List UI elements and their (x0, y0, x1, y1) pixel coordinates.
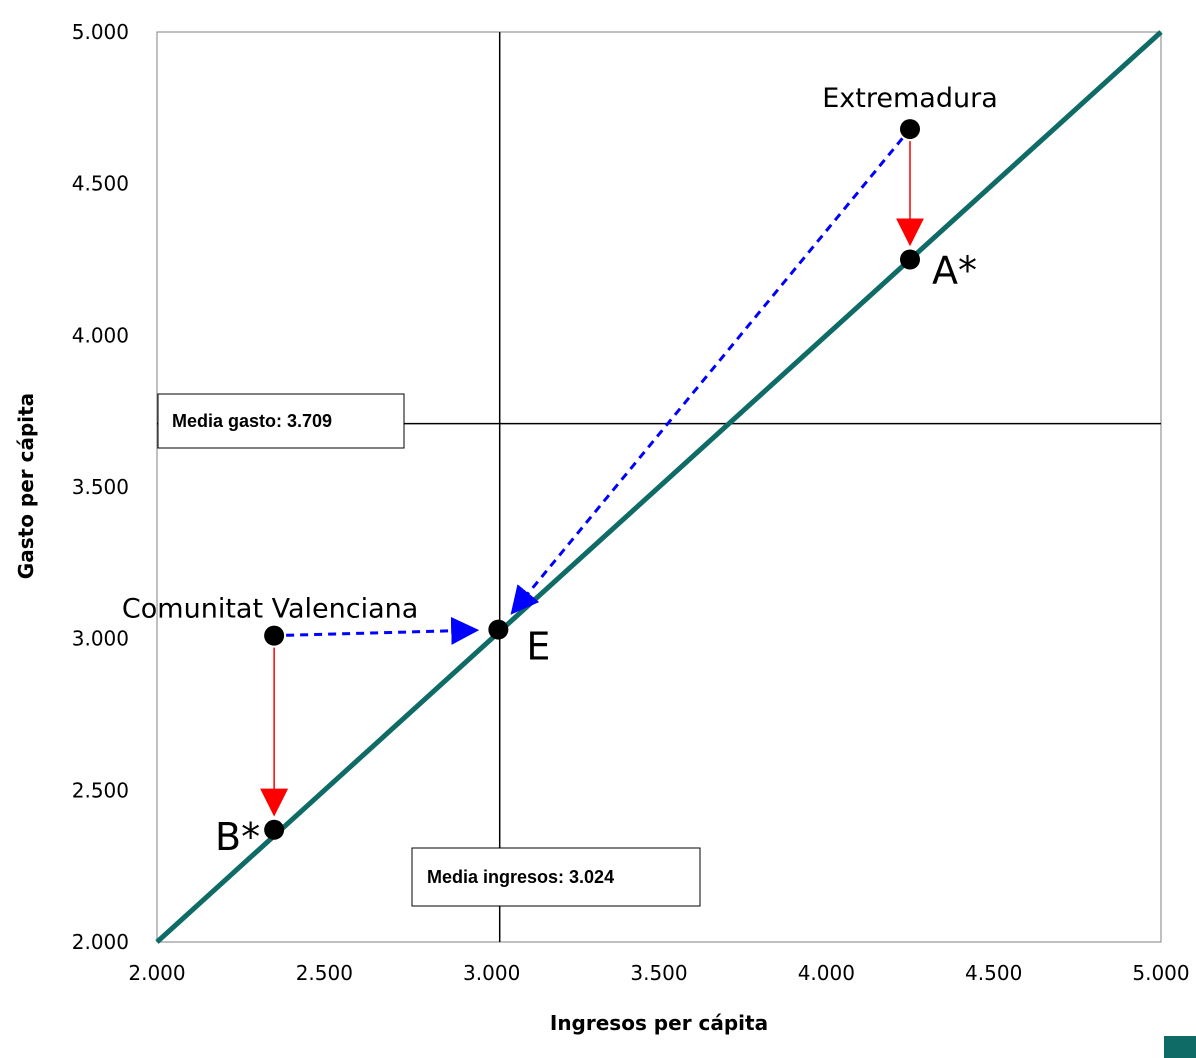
y-tick-label: 2.000 (72, 930, 129, 954)
point-layer: Extremadura A* E Comunitat Valenciana B* (122, 83, 998, 859)
point-label-extremadura: Extremadura (822, 83, 998, 114)
x-tick-label: 4.500 (965, 961, 1022, 985)
mean-label-boxes: Media gasto: 3.709 Media ingresos: 3.024 (157, 393, 701, 907)
point-label-e: E (526, 625, 550, 669)
mean-spending-box (157, 393, 405, 449)
point-label-comunitat-valenciana: Comunitat Valenciana (122, 594, 418, 625)
arrow-comunitat-valenciana-to-e (286, 616, 480, 645)
x-tick-label: 5.000 (1132, 961, 1189, 985)
mean-income-label: Media ingresos: 3.024 (427, 867, 614, 887)
x-tick-label: 3.500 (630, 961, 687, 985)
point-label-a-star: A* (932, 249, 977, 293)
x-axis-title: Ingresos per cápita (550, 1011, 768, 1035)
point-extremadura (900, 119, 920, 140)
legend-swatch (1164, 1036, 1196, 1058)
point-b-star (264, 819, 285, 840)
y-tick-label: 4.500 (72, 172, 129, 196)
point-e (488, 619, 509, 640)
arrow-extremadura-to-e (510, 137, 904, 615)
x-tick-label: 4.000 (798, 961, 855, 985)
arrow-layer (260, 137, 924, 817)
point-comunitat-valenciana (264, 625, 285, 646)
tick-layer: 2.000 2.500 3.000 3.500 4.000 4.500 5.000 2.000… (72, 20, 1190, 985)
y-tick-label: 2.500 (72, 778, 129, 802)
x-tick-label: 3.000 (463, 961, 520, 985)
x-tick-label: 2.000 (128, 961, 185, 985)
x-tick-label: 2.500 (296, 961, 353, 985)
diagonal-layer (155, 30, 1163, 944)
mean-spending-label: Media gasto: 3.709 (172, 411, 332, 431)
y-axis-title: Gasto per cápita (14, 393, 38, 579)
point-label-b-star: B* (215, 815, 260, 859)
y-tick-label: 4.000 (72, 323, 129, 347)
y-tick-label: 5.000 (72, 20, 129, 44)
y-tick-label: 3.000 (72, 627, 129, 651)
y-tick-label: 3.500 (72, 475, 129, 499)
mean-income-box (411, 847, 701, 907)
point-a-star (900, 249, 920, 270)
diagonal-line (155, 30, 1163, 944)
